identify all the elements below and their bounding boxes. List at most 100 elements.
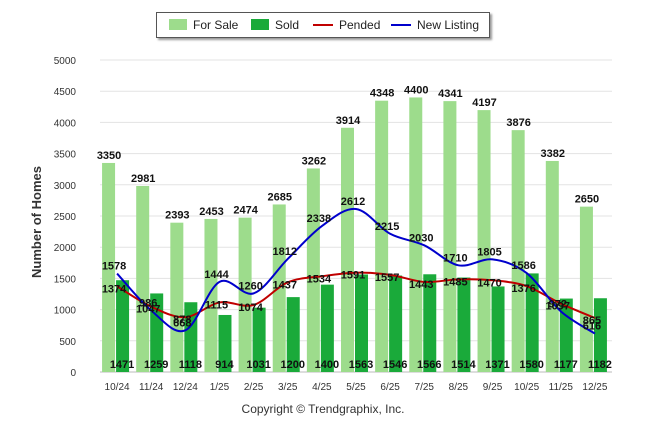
for-sale-value-label: 2393 [165, 210, 189, 222]
new-listing-value-label: 986 [139, 297, 157, 309]
for-sale-value-label: 4400 [404, 84, 428, 96]
y-tick-label: 500 [59, 337, 76, 348]
new-listing-value-label: 2215 [375, 221, 399, 233]
for-sale-bar [443, 101, 457, 373]
x-tick-label: 10/24 [105, 382, 130, 393]
pended-value-label: 1470 [477, 277, 501, 289]
for-sale-bars [102, 97, 593, 373]
y-tick-label: 5000 [54, 56, 77, 67]
for-sale-bar [170, 222, 184, 372]
x-tick-label: 7/25 [415, 382, 435, 393]
x-tick-label: 9/25 [483, 382, 503, 393]
pended-value-label: 1047 [136, 304, 160, 316]
sold-value-label: 1031 [246, 359, 270, 371]
new-listing-value-label: 1710 [443, 252, 467, 264]
y-tick-label: 3000 [54, 181, 77, 192]
new-listing-value-label: 2612 [341, 196, 365, 208]
legend-label: New Listing [417, 18, 480, 32]
y-axis: 0 500 1000 1500 2000 2500 3000 3500 4000 4500 5000 [54, 56, 77, 379]
for-sale-swatch [169, 19, 187, 30]
for-sale-value-label: 3914 [336, 115, 361, 127]
sold-bar [525, 273, 539, 372]
pended-value-label: 1376 [511, 283, 535, 295]
sold-bar [116, 280, 130, 372]
sold-value-label: 1580 [519, 359, 543, 371]
sold-bar [491, 286, 505, 372]
sold-value-label: 1118 [179, 359, 202, 371]
sold-bar [593, 298, 607, 372]
pended-swatch [313, 24, 333, 26]
for-sale-bar [238, 217, 252, 372]
new-listing-value-label: 1812 [272, 246, 296, 258]
legend: For Sale Sold Pended New Listing [156, 12, 490, 38]
sold-bar [389, 275, 403, 372]
pended-value-label: 1443 [409, 279, 433, 291]
x-tick-label: 3/25 [278, 382, 298, 393]
y-tick-label: 4500 [54, 87, 77, 98]
new-listing-value-label: 1260 [238, 280, 262, 292]
sold-value-label: 1371 [485, 359, 509, 371]
x-tick-label: 8/25 [449, 382, 469, 393]
for-sale-value-label: 2650 [575, 194, 599, 206]
for-sale-value-label: 3350 [97, 150, 121, 162]
x-tick-label: 12/25 [582, 382, 607, 393]
sold-bar [355, 274, 368, 372]
sold-bars [116, 273, 607, 372]
x-axis: 10/24 11/24 12/24 1/25 2/25 3/25 4/25 5/25 6/25 7… [105, 382, 608, 393]
pended-value-label: 1374 [102, 283, 127, 295]
new-listing-value-label: 2338 [307, 213, 331, 225]
for-sale-value-label: 2685 [267, 191, 291, 203]
y-tick-label: 1000 [54, 306, 77, 317]
sold-bar [252, 307, 266, 372]
x-tick-label: 11/24 [139, 382, 164, 393]
x-tick-label: 2/25 [244, 382, 264, 393]
pended-value-label: 878 [173, 314, 191, 326]
sold-bar [218, 314, 232, 372]
sold-swatch [251, 19, 269, 30]
for-sale-bar [102, 162, 116, 372]
pended-line [116, 271, 596, 319]
pended-value-label: 1115 [205, 299, 228, 311]
sold-bar [320, 284, 334, 372]
y-tick-label: 2500 [54, 212, 77, 223]
y-tick-label: 0 [70, 368, 76, 379]
y-axis-label: Number of Homes [29, 166, 44, 278]
for-sale-bar [511, 130, 525, 372]
sold-value-label: 1514 [451, 359, 476, 371]
sold-bar [423, 274, 437, 372]
legend-label: Sold [275, 18, 300, 32]
pended-value-label: 1097 [546, 301, 570, 313]
for-sale-bar [341, 127, 354, 372]
sold-value-label: 1546 [383, 359, 407, 371]
sold-value-label: 1400 [315, 359, 339, 371]
x-tick-label: 10/25 [514, 382, 539, 393]
new-listing-line [116, 208, 596, 335]
sold-value-label: 1182 [588, 359, 612, 371]
sold-value-label: 1177 [554, 359, 578, 371]
for-sale-bar [306, 168, 320, 372]
new-listing-swatch [391, 24, 411, 26]
for-sale-value-label: 4341 [438, 88, 462, 100]
sold-bar [286, 297, 300, 372]
sold-value-label: 1563 [349, 359, 373, 371]
x-tick-label: 4/25 [312, 382, 332, 393]
copyright-text: Copyright © Trendgraphix, Inc. [241, 402, 405, 416]
for-sale-bar [579, 206, 593, 372]
legend-label: Pended [339, 18, 381, 32]
x-tick-label: 1/25 [210, 382, 230, 393]
x-tick-label: 5/25 [346, 382, 366, 393]
new-listing-value-label: 1805 [477, 246, 501, 258]
sold-value-label: 1259 [144, 359, 168, 371]
for-sale-value-label: 3382 [541, 148, 565, 160]
new-listing-value-label: 1444 [204, 269, 229, 281]
pended-value-label: 1534 [307, 273, 332, 285]
sold-bar [457, 277, 471, 372]
for-sale-bar [136, 185, 150, 372]
y-tick-label: 2000 [54, 243, 77, 254]
for-sale-value-label: 2981 [131, 173, 155, 185]
trend-lines [116, 208, 596, 335]
legend-label: For Sale [193, 18, 239, 32]
sold-value-label: 1566 [417, 359, 441, 371]
y-tick-label: 1500 [54, 274, 77, 285]
